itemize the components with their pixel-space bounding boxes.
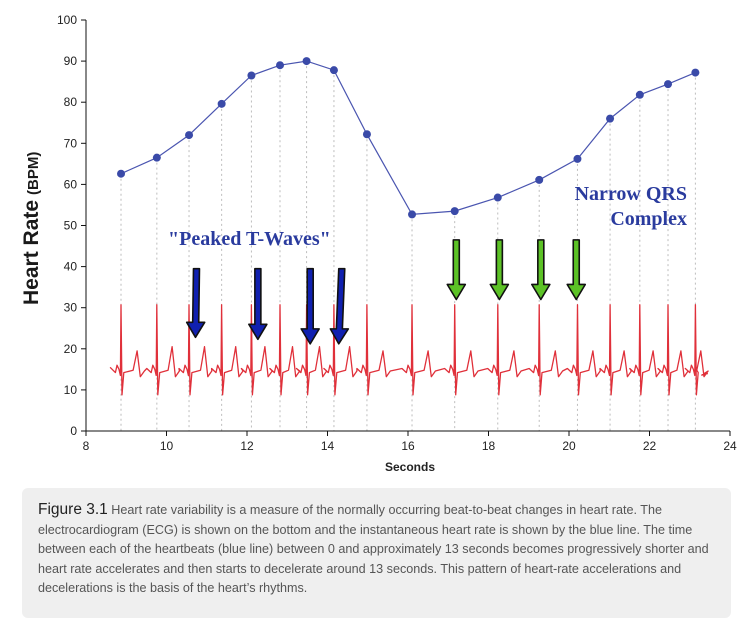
heart-rate-point	[493, 193, 502, 202]
heart-rate-point	[450, 207, 459, 216]
y-tick-label: 80	[64, 95, 78, 109]
narrow-qrs-label-line2: Complex	[610, 208, 687, 230]
figure-caption: Figure 3.1 Heart rate variability is a m…	[22, 488, 731, 618]
heart-rate-point	[408, 210, 417, 219]
heart-rate-chart: 0 10 20 30 40 50 60 70 80 90 100 8 10 12 14 16 18 20 22 24…	[20, 13, 737, 474]
peaked-t-waves-label: "Peaked T-Waves"	[168, 228, 331, 250]
green-arrow	[566, 239, 587, 301]
annotation-arrows	[185, 239, 587, 345]
x-tick-label: 22	[643, 439, 657, 453]
heart-rate-point	[117, 169, 126, 178]
x-tick-label: 18	[482, 439, 496, 453]
ecg-trace	[109, 304, 709, 396]
heart-rate-point	[247, 71, 256, 80]
heart-rate-point	[606, 114, 615, 123]
heart-rate-point	[573, 154, 582, 163]
heart-rate-series	[117, 57, 700, 219]
narrow-qrs-label-line1: Narrow QRS	[575, 183, 687, 205]
heart-rate-point	[152, 153, 161, 162]
heart-rate-point	[302, 57, 311, 66]
x-axis-label: Seconds	[385, 460, 435, 474]
x-tick-label: 12	[240, 439, 254, 453]
y-tick-label: 50	[64, 219, 78, 233]
heart-rate-point	[635, 90, 644, 99]
blue-arrow	[329, 267, 350, 345]
green-arrow	[489, 239, 510, 301]
x-tick-label: 10	[160, 439, 174, 453]
heart-rate-point	[217, 99, 226, 108]
y-tick-label: 0	[70, 424, 77, 438]
x-axis-ticks: 8 10 12 14 16 18 20 22 24	[83, 431, 737, 453]
y-axis-label-main: Heart Rate	[20, 200, 43, 305]
green-arrow	[446, 239, 467, 301]
heart-rate-point	[185, 131, 194, 140]
y-tick-label: 20	[64, 342, 78, 356]
heart-rate-point	[691, 68, 700, 77]
y-tick-label: 60	[64, 177, 78, 191]
x-tick-label: 16	[401, 439, 415, 453]
heart-rate-point	[276, 61, 285, 70]
heart-rate-point	[535, 175, 544, 184]
blue-arrow	[248, 267, 268, 341]
y-tick-label: 30	[64, 301, 78, 315]
blue-arrow	[185, 267, 206, 339]
heart-rate-point	[664, 80, 673, 89]
heart-rate-line	[120, 60, 696, 216]
y-axis-label: Heart Rate (BPM)	[20, 152, 43, 305]
ecg-line	[109, 304, 709, 396]
y-tick-label: 70	[64, 136, 78, 150]
x-tick-label: 20	[562, 439, 576, 453]
y-tick-label: 100	[57, 13, 77, 27]
y-tick-label: 40	[64, 260, 78, 274]
blue-arrow	[300, 267, 320, 345]
y-axis-label-unit: (BPM)	[25, 152, 42, 195]
x-tick-label: 24	[723, 439, 737, 453]
y-axis-ticks: 0 10 20 30 40 50 60 70 80 90 100	[57, 13, 86, 438]
figure-caption-text: Heart rate variability is a measure of t…	[38, 503, 709, 595]
x-tick-label: 8	[83, 439, 90, 453]
heart-rate-point	[362, 130, 371, 139]
figure-caption-title: Figure 3.1	[38, 501, 108, 518]
y-tick-label: 90	[64, 54, 78, 68]
heart-rate-point	[329, 66, 338, 75]
x-tick-label: 14	[321, 439, 335, 453]
y-tick-label: 10	[64, 383, 78, 397]
green-arrow	[531, 239, 551, 301]
